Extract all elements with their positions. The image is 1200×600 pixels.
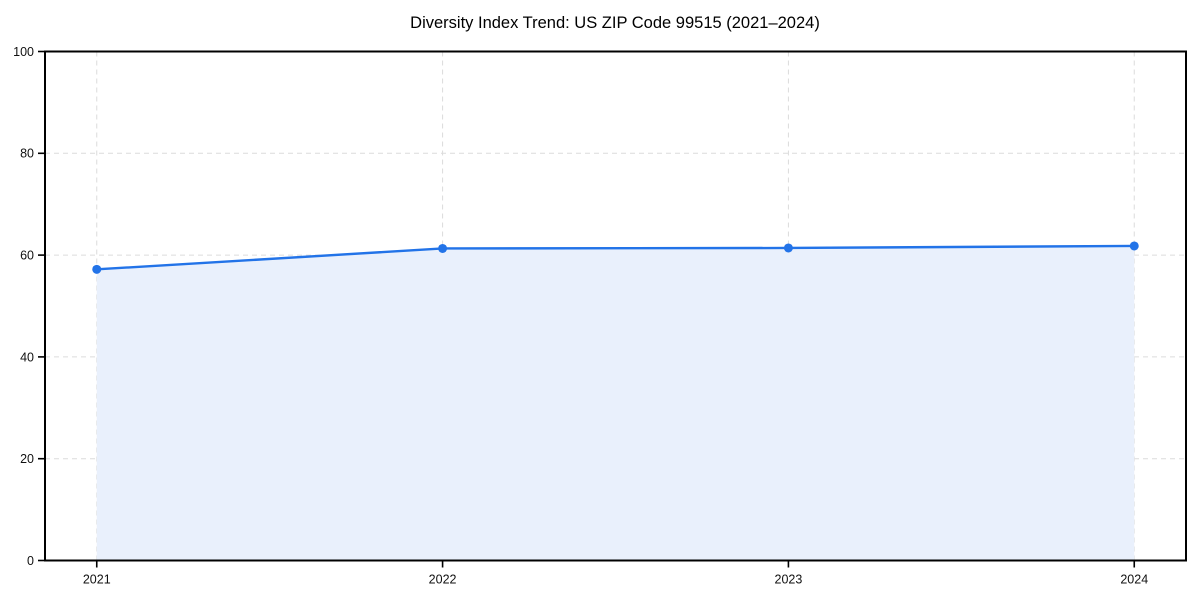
y-tick-label: 80 — [20, 147, 34, 161]
y-tick-label: 100 — [13, 45, 34, 59]
axes-layer: 0 20 40 60 80 100 2021 2022 2023 2024 — [13, 45, 1187, 587]
y-tick-label: 40 — [20, 350, 34, 364]
series-line — [95, 244, 1136, 271]
series-line-layer — [95, 244, 1136, 271]
x-tick-label: 2023 — [775, 573, 803, 587]
data-point — [783, 243, 793, 253]
data-point — [438, 243, 448, 253]
chart-title: Diversity Index Trend: US ZIP Code 99515… — [410, 14, 820, 32]
y-tick-label: 20 — [20, 452, 34, 466]
data-point — [1129, 241, 1139, 251]
plot-border — [44, 50, 1187, 562]
series-area-fill — [96, 245, 1135, 561]
x-tick-label: 2022 — [429, 573, 457, 587]
data-point — [92, 264, 102, 274]
x-tick-label: 2024 — [1120, 573, 1148, 587]
y-tick-label: 60 — [20, 248, 34, 262]
y-tick-label: 0 — [27, 554, 34, 568]
area-fill-layer — [96, 245, 1135, 561]
data-points-layer — [92, 241, 1139, 274]
x-tick-label: 2021 — [83, 573, 111, 587]
